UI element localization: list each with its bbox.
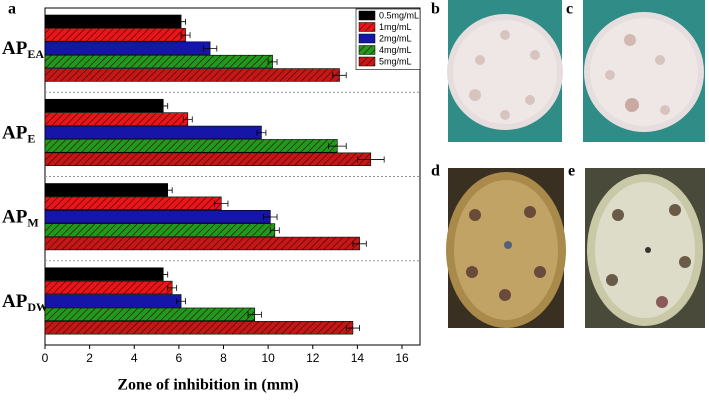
error-bar [267, 58, 278, 65]
bar [44, 196, 222, 210]
category-sub: DW [27, 300, 48, 314]
category-sub: E [27, 131, 35, 145]
photo-e [585, 168, 705, 328]
legend-swatch [358, 56, 376, 67]
photo-label: d [431, 163, 440, 180]
bar [44, 280, 173, 295]
x-tick-label: 2 [86, 351, 93, 365]
bar [44, 54, 273, 69]
error-bar [356, 156, 385, 163]
photo-b [447, 0, 563, 142]
bar [44, 294, 182, 308]
error-bar [176, 18, 186, 25]
error-bar [214, 200, 229, 207]
x-tick-label: 12 [306, 351, 320, 365]
error-bar [167, 284, 178, 291]
bar [44, 223, 276, 237]
bar [44, 98, 164, 113]
error-bar [327, 143, 347, 150]
category-label: APE [2, 123, 35, 145]
x-tick-label: 10 [261, 351, 275, 365]
bar [44, 68, 340, 82]
bar [44, 321, 354, 335]
category-main: AP [2, 207, 28, 228]
bar [44, 139, 338, 153]
error-bar [332, 72, 347, 79]
category-sub: EA [27, 47, 44, 61]
bar [44, 14, 182, 29]
legend-label: 2mg/mL [379, 33, 412, 43]
legend-swatch [358, 22, 376, 32]
error-bar [263, 214, 278, 220]
bar [44, 28, 186, 42]
x-axis-label: Zone of inhibition in (mm) [117, 377, 298, 394]
error-bar [162, 187, 173, 194]
error-bar [158, 102, 169, 109]
x-tick-label: 4 [131, 351, 138, 365]
x-tick-label: 16 [395, 351, 409, 365]
bar [44, 183, 169, 197]
bar [44, 236, 360, 251]
bar [44, 41, 211, 55]
bar [44, 267, 164, 281]
error-bar [180, 32, 191, 39]
error-bar [182, 116, 193, 123]
photo-d [446, 168, 566, 328]
legend-label: 5mg/mL [379, 56, 412, 66]
category-label: APDW [2, 291, 48, 313]
error-bar [256, 129, 267, 136]
legend-label: 0.5mg/mL [379, 10, 419, 20]
category-sub: M [27, 215, 38, 229]
bar [44, 307, 256, 322]
category-main: AP [2, 38, 28, 59]
bar [44, 125, 262, 140]
photo-c [583, 0, 705, 142]
error-bar [158, 271, 169, 278]
error-bar [247, 311, 262, 318]
error-bar [176, 298, 186, 305]
category-label: APEA [2, 38, 44, 60]
error-bar [269, 227, 280, 234]
panel-label: a [8, 1, 16, 18]
category-label: APM [2, 207, 39, 229]
legend-label: 1mg/mL [379, 22, 412, 32]
bar [44, 112, 189, 126]
x-tick-label: 14 [351, 351, 365, 365]
photo-label: b [431, 1, 440, 18]
category-main: AP [2, 123, 28, 144]
legend-swatch [358, 33, 376, 44]
error-bar [203, 45, 218, 52]
x-tick-label: 0 [42, 351, 49, 365]
x-tick-label: 8 [220, 351, 227, 365]
bar [44, 152, 372, 166]
x-tick-label: 6 [176, 351, 183, 365]
legend-swatch [358, 10, 376, 21]
error-bar [352, 240, 367, 247]
legend-label: 4mg/mL [379, 45, 412, 55]
legend-swatch [358, 45, 376, 55]
category-main: AP [2, 291, 28, 312]
photo-label: e [568, 163, 575, 180]
error-bar [345, 325, 361, 332]
photo-label: c [566, 1, 573, 18]
bar [44, 210, 271, 224]
